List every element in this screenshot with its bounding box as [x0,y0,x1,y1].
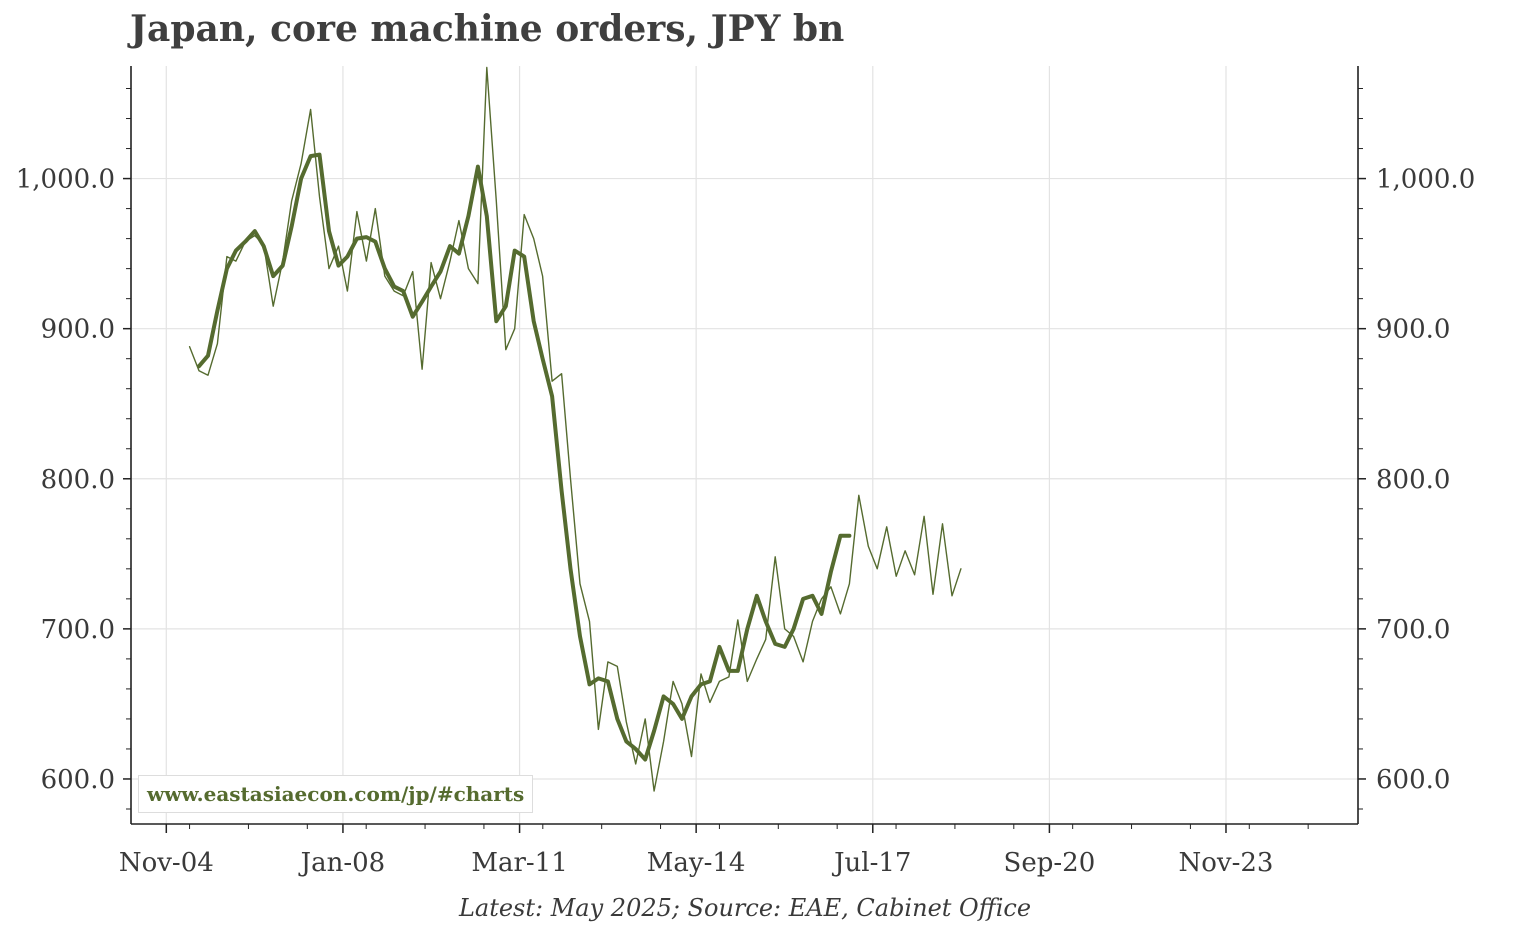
y-tick-label-left: 800.0 [41,465,115,495]
y-tick-label-right: 700.0 [1376,615,1450,645]
footnote: Latest: May 2025; Source: EAE, Cabinet O… [458,894,1032,922]
series-layer [188,66,962,792]
y-tick-label-left: 600.0 [41,765,115,795]
x-tick-label: May-14 [647,848,746,878]
x-tick-label: Jan-08 [298,848,386,878]
axis-layer [123,66,1366,833]
x-tick-label: Mar-11 [471,848,567,878]
plot-background [131,66,1358,824]
x-tick-label: Jul-17 [831,848,911,878]
watermark-link[interactable]: www.eastasiaecon.com/jp/#charts [138,775,534,813]
tick-label-layer: 600.0 600.0 700.0 700.0 800.0 800.0 900.0 900.0… [16,165,1476,878]
y-tick-label-left: 1,000.0 [16,165,115,195]
grid-layer [131,66,1358,824]
series-line-thick [197,152,852,762]
y-tick-label-right: 800.0 [1376,465,1450,495]
x-tick-label: Nov-04 [119,848,214,878]
x-tick-label: Nov-23 [1179,848,1274,878]
x-tick-label: Sep-20 [1004,848,1096,878]
y-tick-label-left: 700.0 [41,615,115,645]
y-tick-label-right: 600.0 [1376,765,1450,795]
series-line-thin [188,66,962,792]
y-tick-label-left: 900.0 [41,315,115,345]
y-tick-label-right: 900.0 [1376,315,1450,345]
y-tick-label-right: 1,000.0 [1376,165,1475,195]
chart-title: Japan, core machine orders, JPY bn [130,8,845,50]
